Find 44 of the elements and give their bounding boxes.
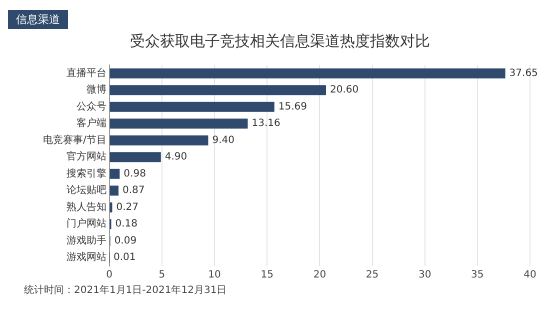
bar	[110, 102, 274, 112]
bar	[110, 135, 208, 146]
y-tick-label: 熟人告知	[66, 200, 106, 213]
data-label: 15.69	[278, 101, 307, 112]
y-tick-label: 游戏助手	[66, 234, 106, 246]
x-tick-label: 35	[471, 270, 484, 281]
x-tick-label: 30	[418, 270, 432, 281]
x-tick-label: 10	[208, 270, 221, 281]
y-tick-label: 搜索引擎	[66, 167, 106, 180]
chart-title: 受众获取电子竞技相关信息渠道热度指数对比	[129, 32, 431, 51]
y-tick-label: 论坛贴吧	[66, 184, 106, 196]
x-tick-label: 25	[366, 270, 379, 281]
y-tick-label: 直播平台	[66, 66, 106, 79]
data-label: 37.65	[509, 68, 538, 79]
text: 统计时间：2021年1月1日-2021年12月31日	[24, 284, 227, 297]
bar	[110, 118, 248, 129]
bar	[110, 168, 120, 179]
y-tick-label: 官方网站	[66, 150, 106, 163]
y-tick-label: 门户网站	[66, 218, 106, 230]
y-tick-label: 客户端	[76, 117, 106, 130]
x-tick-label: 40	[524, 270, 536, 281]
y-tick-label: 电竞赛事/节目	[42, 134, 106, 146]
bar	[110, 152, 161, 162]
x-tick-label: 20	[313, 270, 326, 281]
data-label: 0.27	[116, 202, 138, 213]
x-tick-label: 5	[158, 270, 166, 281]
data-label: 4.90	[164, 152, 188, 163]
bar	[110, 186, 119, 196]
data-label: 20.60	[330, 84, 359, 96]
y-tick-label: 游戏网站	[66, 251, 106, 264]
data-label: 13.16	[252, 118, 280, 130]
y-tick-label: 微博	[86, 84, 106, 96]
data-label: 0.87	[122, 185, 145, 196]
bar	[110, 68, 506, 78]
text: 信息渠道	[8, 10, 68, 29]
data-label: 0.09	[114, 235, 137, 246]
data-label: 0.98	[124, 168, 146, 180]
data-label: 0.18	[115, 218, 138, 230]
x-tick-label: 15	[260, 270, 274, 281]
data-label: 9.40	[212, 134, 234, 146]
bar	[110, 85, 326, 96]
y-tick-label: 公众号	[76, 100, 106, 112]
data-label: 0.01	[113, 252, 136, 264]
x-tick-label: 0	[106, 270, 113, 281]
